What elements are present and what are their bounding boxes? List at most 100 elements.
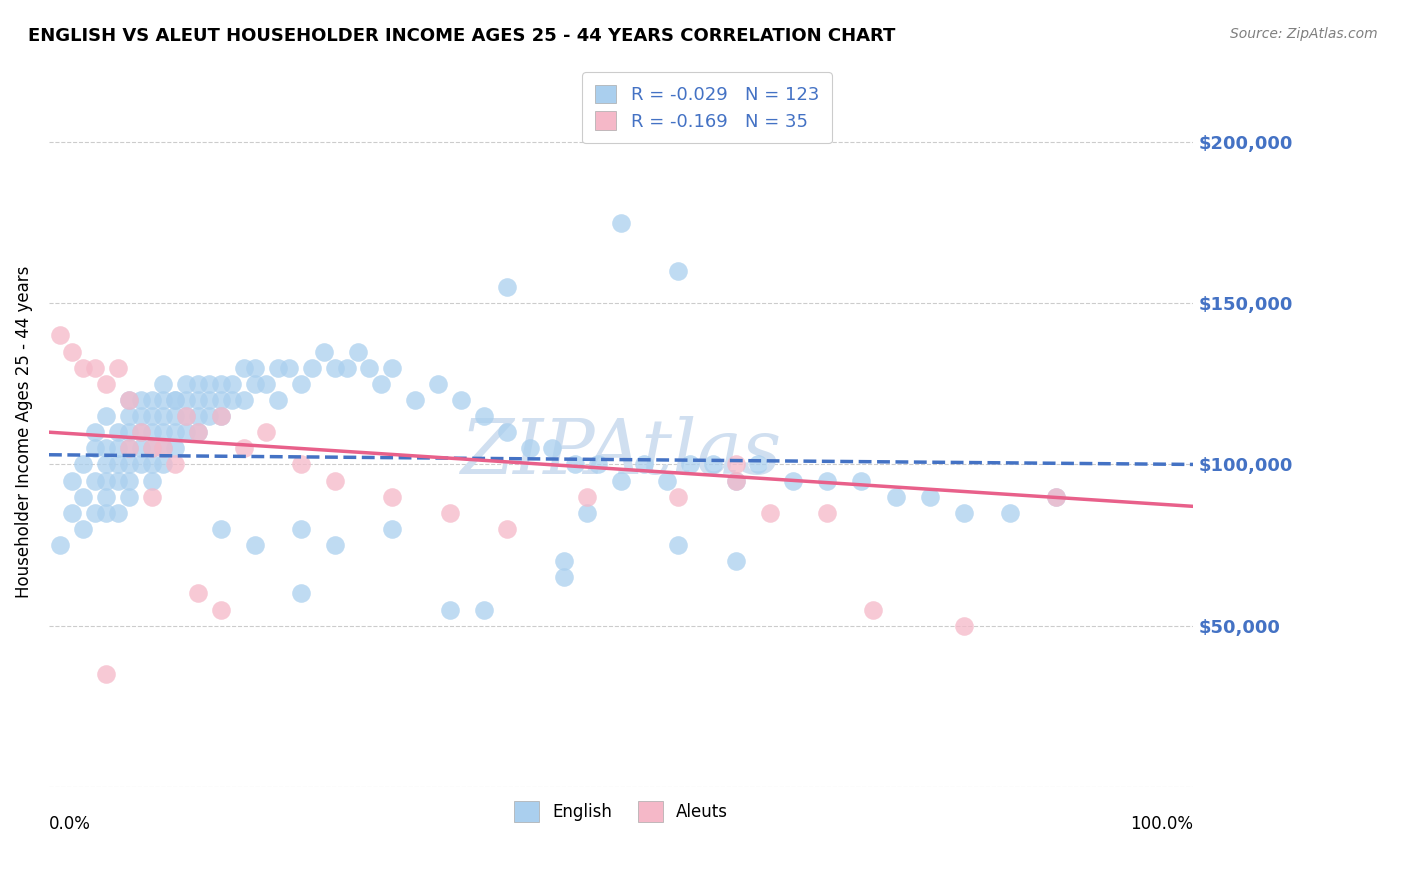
Point [588,458,610,472]
Point [176,409,198,423]
Text: ZIPAtlas: ZIPAtlas [461,417,782,491]
Point [439,602,461,616]
Point [666,490,689,504]
Point [815,506,838,520]
Point [278,360,301,375]
Point [347,344,370,359]
Point [141,442,163,456]
Point [290,376,312,391]
Point [254,425,277,440]
Point [83,360,105,375]
Point [472,409,495,423]
Point [118,392,141,407]
Point [163,392,186,407]
Point [370,376,392,391]
Point [107,458,129,472]
Point [129,442,152,456]
Point [141,490,163,504]
Point [176,376,198,391]
Point [862,602,884,616]
Point [49,538,72,552]
Point [176,392,198,407]
Point [519,442,541,456]
Point [118,474,141,488]
Point [359,360,381,375]
Point [815,474,838,488]
Point [163,409,186,423]
Point [152,409,174,423]
Point [176,425,198,440]
Point [163,442,186,456]
Point [107,360,129,375]
Point [610,216,633,230]
Point [198,409,221,423]
Point [724,554,747,568]
Point [254,376,277,391]
Point [72,360,94,375]
Point [152,425,174,440]
Point [118,490,141,504]
Point [129,425,152,440]
Point [141,442,163,456]
Point [129,425,152,440]
Point [107,474,129,488]
Point [759,506,782,520]
Point [575,490,598,504]
Point [96,409,118,423]
Point [679,458,702,472]
Point [141,392,163,407]
Point [118,442,141,456]
Point [96,376,118,391]
Point [60,344,83,359]
Point [141,458,163,472]
Point [243,376,266,391]
Point [724,474,747,488]
Point [782,474,804,488]
Point [152,392,174,407]
Point [323,538,346,552]
Point [187,586,209,600]
Point [107,442,129,456]
Point [1045,490,1067,504]
Legend: English, Aleuts: English, Aleuts [508,795,734,829]
Point [243,538,266,552]
Point [83,506,105,520]
Point [209,376,232,391]
Point [953,618,976,632]
Point [118,409,141,423]
Point [163,392,186,407]
Point [301,360,323,375]
Point [312,344,335,359]
Point [187,376,209,391]
Point [267,392,290,407]
Point [83,442,105,456]
Point [152,376,174,391]
Point [221,392,243,407]
Point [953,506,976,520]
Point [243,360,266,375]
Point [920,490,942,504]
Point [141,474,163,488]
Point [232,442,254,456]
Point [232,392,254,407]
Point [724,458,747,472]
Point [107,506,129,520]
Point [541,442,564,456]
Point [96,506,118,520]
Point [209,409,232,423]
Point [209,602,232,616]
Point [72,458,94,472]
Point [553,554,575,568]
Point [323,360,346,375]
Point [381,360,404,375]
Point [152,458,174,472]
Text: Source: ZipAtlas.com: Source: ZipAtlas.com [1230,27,1378,41]
Point [209,392,232,407]
Point [129,458,152,472]
Point [118,458,141,472]
Point [232,360,254,375]
Point [724,474,747,488]
Point [163,458,186,472]
Point [381,522,404,536]
Point [495,425,517,440]
